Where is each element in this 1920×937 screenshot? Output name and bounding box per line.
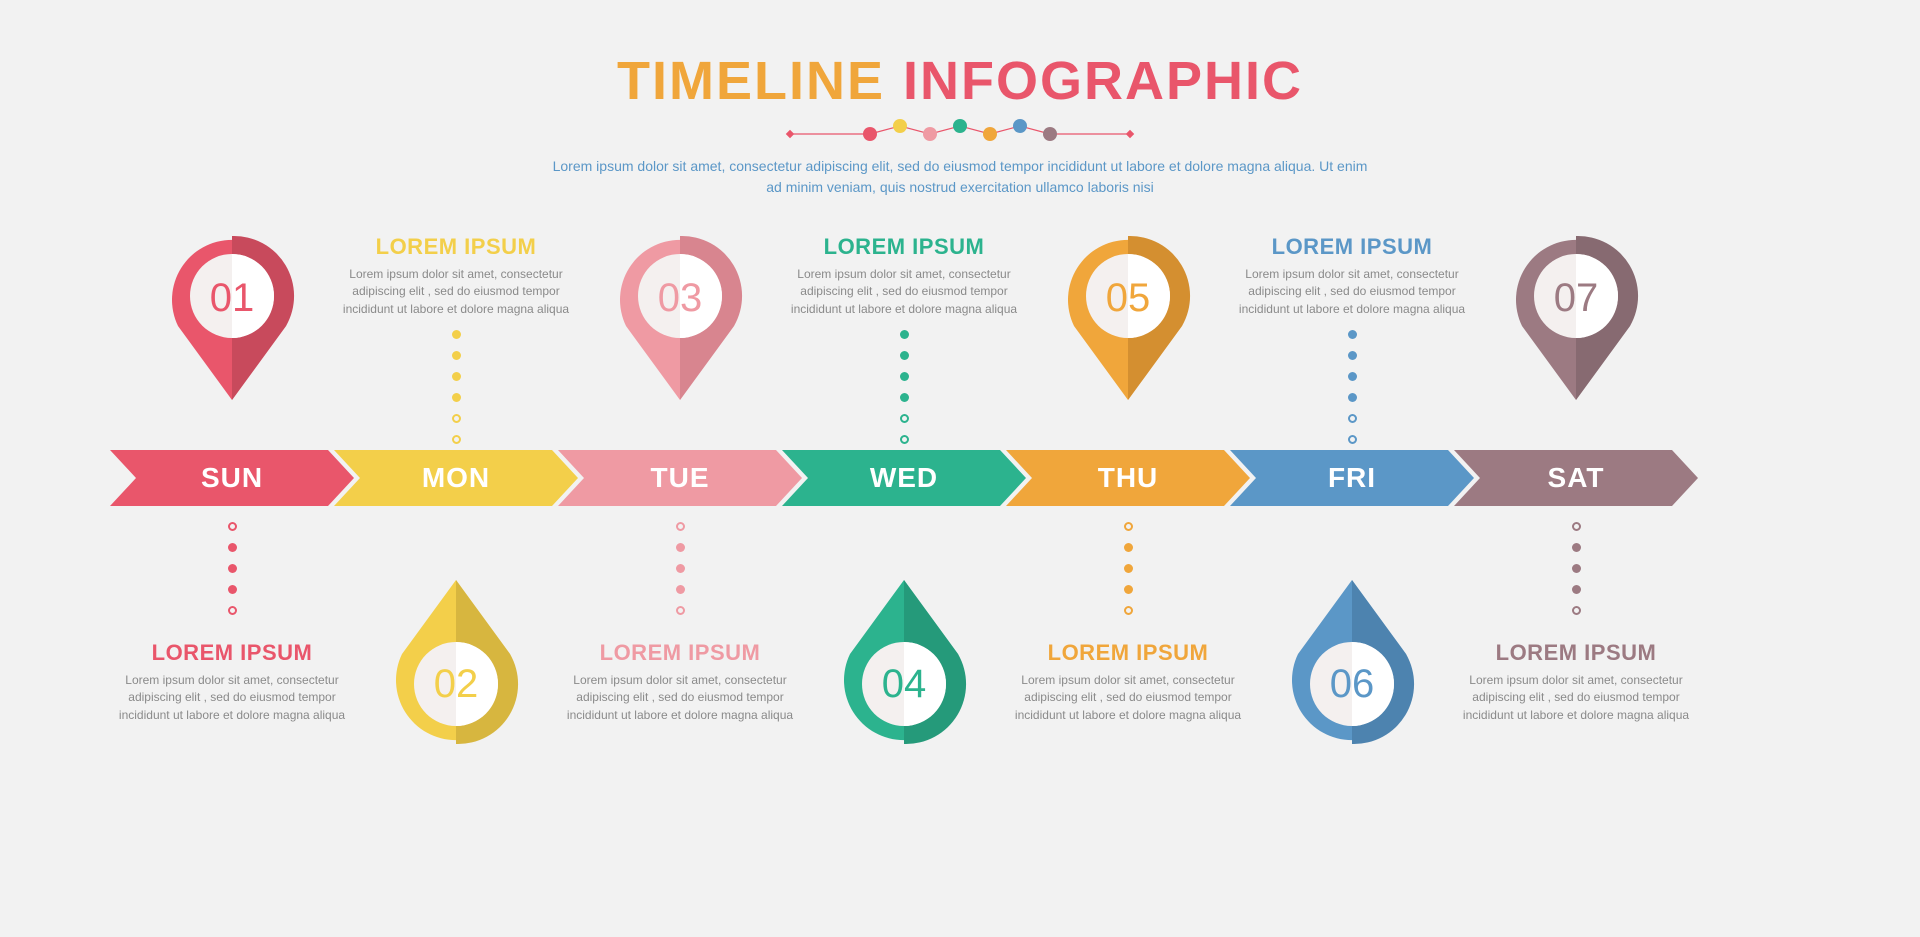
text-block-07: LOREM IPSUM Lorem ipsum dolor sit amet, …	[1458, 640, 1694, 724]
pin-01: 01	[162, 230, 302, 400]
block-heading: LOREM IPSUM	[562, 640, 798, 666]
day-label: TUE	[651, 462, 710, 494]
block-body: Lorem ipsum dolor sit amet, consectetur …	[562, 672, 798, 724]
connector-dots	[899, 330, 909, 444]
pin-04: 04	[834, 580, 974, 750]
pin-03: 03	[610, 230, 750, 400]
pin-number: 01	[162, 276, 302, 321]
title-part-2: INFOGRAPHIC	[903, 51, 1303, 111]
connector-dots	[1123, 522, 1133, 615]
block-body: Lorem ipsum dolor sit amet, consectetur …	[1010, 672, 1246, 724]
page-title: TIMELINE INFOGRAPHIC	[0, 50, 1920, 112]
pin-number: 07	[1506, 276, 1646, 321]
day-label: WED	[870, 462, 938, 494]
text-block-05: LOREM IPSUM Lorem ipsum dolor sit amet, …	[1010, 640, 1246, 724]
block-heading: LOREM IPSUM	[1010, 640, 1246, 666]
day-arrow-thu: THU	[1006, 450, 1250, 506]
day-label: SAT	[1548, 462, 1605, 494]
block-body: Lorem ipsum dolor sit amet, consectetur …	[1458, 672, 1694, 724]
pin-06: 06	[1282, 580, 1422, 750]
subtitle-text: Lorem ipsum dolor sit amet, consectetur …	[550, 156, 1370, 198]
block-body: Lorem ipsum dolor sit amet, consectetur …	[786, 266, 1022, 318]
day-arrow-sun: SUN	[110, 450, 354, 506]
day-ribbon: SUN MON TUE WED THU FRI SAT	[110, 450, 1678, 506]
day-arrow-tue: TUE	[558, 450, 802, 506]
day-label: MON	[422, 462, 490, 494]
day-arrow-sat: SAT	[1454, 450, 1698, 506]
day-arrow-wed: WED	[782, 450, 1026, 506]
block-body: Lorem ipsum dolor sit amet, consectetur …	[114, 672, 350, 724]
connector-dots	[227, 522, 237, 615]
block-body: Lorem ipsum dolor sit amet, consectetur …	[1234, 266, 1470, 318]
pin-07: 07	[1506, 230, 1646, 400]
text-block-04: LOREM IPSUM Lorem ipsum dolor sit amet, …	[786, 234, 1022, 318]
pin-05: 05	[1058, 230, 1198, 400]
connector-dots	[451, 330, 461, 444]
connector-dots	[1571, 522, 1581, 615]
pin-number: 06	[1282, 662, 1422, 707]
block-heading: LOREM IPSUM	[114, 640, 350, 666]
title-part-1: TIMELINE	[617, 51, 885, 111]
day-label: SUN	[201, 462, 263, 494]
header: TIMELINE INFOGRAPHIC Lorem ipsum dolor si…	[0, 0, 1920, 198]
text-block-02: LOREM IPSUM Lorem ipsum dolor sit amet, …	[338, 234, 574, 318]
connector-dots	[675, 522, 685, 615]
title-beads	[0, 118, 1920, 142]
day-label: THU	[1098, 462, 1159, 494]
block-heading: LOREM IPSUM	[1234, 234, 1470, 260]
block-body: Lorem ipsum dolor sit amet, consectetur …	[338, 266, 574, 318]
block-heading: LOREM IPSUM	[338, 234, 574, 260]
connector-dots	[1347, 330, 1357, 444]
pin-number: 03	[610, 276, 750, 321]
block-heading: LOREM IPSUM	[786, 234, 1022, 260]
timeline-stage: SUN MON TUE WED THU FRI SAT 01 LOREM IPSU…	[110, 230, 1810, 890]
block-heading: LOREM IPSUM	[1458, 640, 1694, 666]
pin-number: 05	[1058, 276, 1198, 321]
text-block-03: LOREM IPSUM Lorem ipsum dolor sit amet, …	[562, 640, 798, 724]
day-arrow-mon: MON	[334, 450, 578, 506]
text-block-01: LOREM IPSUM Lorem ipsum dolor sit amet, …	[114, 640, 350, 724]
pin-02: 02	[386, 580, 526, 750]
day-label: FRI	[1328, 462, 1376, 494]
text-block-06: LOREM IPSUM Lorem ipsum dolor sit amet, …	[1234, 234, 1470, 318]
day-arrow-fri: FRI	[1230, 450, 1474, 506]
pin-number: 04	[834, 662, 974, 707]
pin-number: 02	[386, 662, 526, 707]
